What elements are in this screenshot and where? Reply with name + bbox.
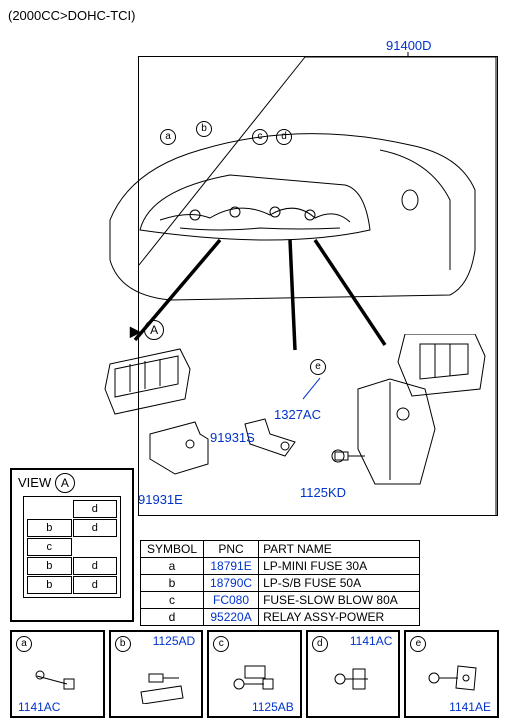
bottom-letter: c [213,636,229,652]
bottom-cell-e: e 1141AE [404,630,499,718]
th-partname: PART NAME [259,541,420,558]
cell-partname: RELAY ASSY-POWER [259,609,420,626]
bottom-letter: d [312,636,328,652]
cell-symbol: d [141,609,204,626]
bottom-cell-b: b 1125AD [109,630,204,718]
fastener-sketch [22,654,92,704]
cell-pnc[interactable]: 95220A [204,609,259,626]
th-pnc: PNC [204,541,259,558]
view-slot: c [27,538,72,556]
view-title: VIEW [18,475,51,490]
view-slot: d [73,576,118,594]
cell-partname: LP-MINI FUSE 30A [259,558,420,575]
cell-partname: FUSE-SLOW BLOW 80A [259,592,420,609]
view-slot: b [27,557,72,575]
fastener-sketch [318,654,388,704]
view-slot: b [27,576,72,594]
label-1327ac[interactable]: 1327AC [274,407,321,422]
label-91931s[interactable]: 91931S [210,430,255,445]
cell-symbol: b [141,575,204,592]
callout-d: d [276,128,292,145]
view-letter: A [55,473,75,493]
bottom-cell-d: d 1141AC [306,630,401,718]
bottom-ref[interactable]: 1141AC [18,700,60,714]
label-1125kd[interactable]: 1125KD [300,485,346,500]
view-slot: d [73,500,118,518]
th-symbol: SYMBOL [141,541,204,558]
cell-pnc[interactable]: 18791E [204,558,259,575]
cell-partname: LP-S/B FUSE 50A [259,575,420,592]
view-slot [73,538,118,556]
bottom-letter: b [115,636,131,652]
fastener-sketch [219,654,289,704]
symbol-table: SYMBOL PNC PART NAME a18791ELP-MINI FUSE… [140,540,420,626]
view-slot: d [73,519,118,537]
cell-symbol: a [141,558,204,575]
view-slot: d [73,557,118,575]
callout-a: a [160,128,176,145]
bottom-letter: e [410,636,426,652]
view-slot: b [27,519,72,537]
cell-pnc[interactable]: FC080 [204,592,259,609]
view-slot [27,500,72,518]
callout-c: c [252,128,268,145]
bottom-ref[interactable]: 1141AC [350,634,392,648]
bottom-ref[interactable]: 1125AD [153,634,195,648]
view-a-box: VIEW A dbdcbdbd [10,468,134,622]
bottom-row: a 1141AC b 1125AD c 1125AB d 1141AC e 1141AE [10,630,499,718]
fastener-sketch [416,654,486,704]
bottom-cell-c: c 1125AB [207,630,302,718]
cell-symbol: c [141,592,204,609]
cell-pnc[interactable]: 18790C [204,575,259,592]
fastener-sketch [121,654,191,704]
bottom-ref[interactable]: 1125AB [252,700,294,714]
bottom-cell-a: a 1141AC [10,630,105,718]
label-91931e[interactable]: 91931E [138,492,183,507]
bottom-ref[interactable]: 1141AE [449,700,491,714]
view-grid: dbdcbdbd [23,496,121,598]
bottom-letter: a [16,636,32,652]
callout-b: b [196,120,212,137]
